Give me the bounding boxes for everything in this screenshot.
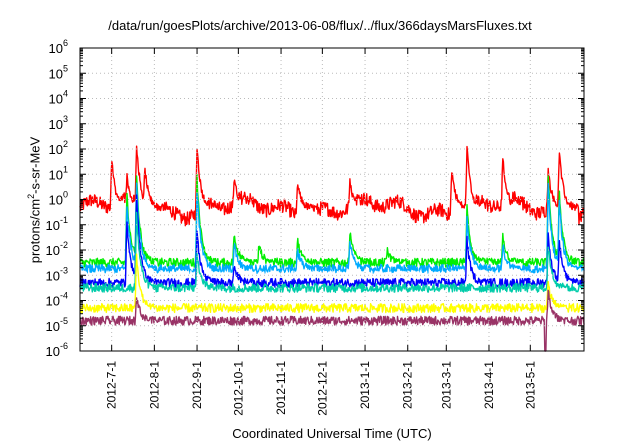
series-line-2 (79, 174, 585, 268)
y-tick-label: 106 (49, 38, 68, 56)
x-axis: 2012-7-1 2012-8-1 2012-9-1 2012-10-1 2012-11… (105, 48, 537, 416)
y-tick-label: 105 (49, 63, 68, 81)
series-line-1 (79, 145, 585, 227)
series-line-6 (79, 211, 585, 293)
x-axis-label: Coordinated Universal Time (UTC) (232, 426, 432, 441)
x-tick-label: 2013-1-1 (358, 361, 372, 409)
series-layer (79, 145, 585, 352)
x-tick-label: 2012-7-1 (105, 361, 119, 409)
series-line-4 (79, 228, 585, 281)
grid-layer (80, 48, 584, 351)
x-tick-label: 2013-4-1 (482, 361, 496, 409)
y-tick-label: 10-4 (46, 291, 68, 309)
y-tick-label: 104 (49, 89, 68, 107)
x-tick-label: 2013-5-1 (523, 361, 537, 409)
series-line-8 (79, 289, 585, 352)
y-tick-label: 10-1 (46, 215, 68, 233)
series-line-7 (79, 253, 585, 314)
x-tick-label: 2013-3-1 (439, 361, 453, 409)
y-tick-label: 103 (49, 114, 68, 132)
series-line-5 (79, 194, 585, 288)
y-axis: 10-6 10-5 10-4 10-3 10-2 10-1 100 101 102 103 104 1… (46, 38, 584, 359)
y-tick-label: 101 (49, 164, 68, 182)
y-tick-label: 10-5 (46, 316, 68, 334)
y-tick-label: 10-2 (46, 240, 68, 258)
y-tick-label: 10-3 (46, 265, 68, 283)
y-tick-label: 10-6 (46, 341, 68, 359)
x-tick-label: 2013-2-1 (401, 361, 415, 409)
x-tick-label: 2012-11-1 (274, 361, 288, 415)
y-axis-label: protons/cm2-s-sr-MeV (26, 136, 43, 264)
x-tick-label: 2012-8-1 (147, 361, 161, 409)
y-tick-label: 100 (49, 190, 68, 208)
chart-title: /data/run/goesPlots/archive/2013-06-08/f… (108, 18, 532, 33)
series-line-3 (79, 182, 585, 274)
x-tick-label: 2012-10-1 (231, 361, 245, 416)
y-tick-label: 102 (49, 139, 68, 157)
x-tick-label: 2012-9-1 (190, 361, 204, 409)
x-tick-label: 2012-12-1 (315, 361, 329, 416)
